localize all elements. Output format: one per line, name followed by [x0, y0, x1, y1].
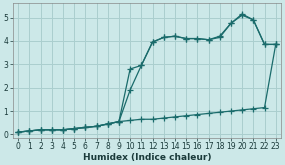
X-axis label: Humidex (Indice chaleur): Humidex (Indice chaleur)	[83, 152, 211, 162]
